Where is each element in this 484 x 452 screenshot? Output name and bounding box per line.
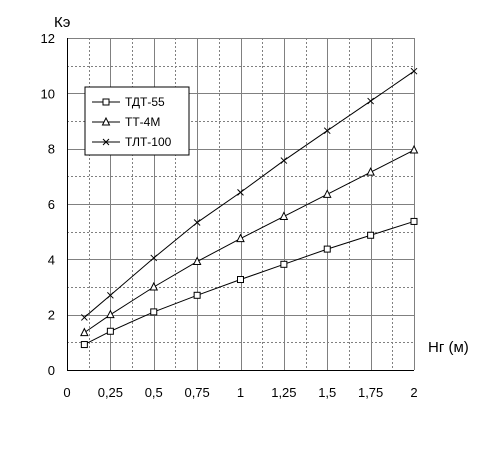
series-3: [80, 67, 418, 321]
data-point-triangle: [101, 116, 111, 126]
data-point-cross: [80, 314, 88, 321]
data-point-square: [150, 308, 158, 316]
legend-box: [84, 86, 190, 156]
data-point-cross: [280, 157, 288, 164]
y-tick-label: 12: [41, 31, 55, 46]
x-axis-title: Нг (м): [428, 339, 469, 356]
data-point-square: [106, 327, 114, 335]
data-point-triangle: [366, 167, 375, 176]
x-tick-label: 2: [410, 385, 417, 400]
data-point-square: [193, 291, 201, 299]
x-tick-labels: 0 0,25 0,5 0,75 1 1,25 1,5 1,75 2: [63, 385, 417, 400]
x-tick-label: 1,5: [318, 385, 336, 400]
data-point-square: [80, 341, 88, 349]
data-point-square: [367, 231, 375, 239]
y-tick-label: 2: [48, 308, 55, 323]
x-tick-label: 1,75: [358, 385, 383, 400]
series-line: [84, 149, 415, 334]
data-point-cross: [150, 254, 158, 262]
x-tick-label: 1,25: [271, 385, 296, 400]
y-tick-label: 0: [48, 363, 55, 378]
y-tick-label: 6: [48, 197, 55, 212]
data-point-triangle: [279, 211, 289, 220]
data-point-cross: [323, 127, 331, 135]
data-point-triangle: [149, 281, 159, 291]
legend-item: ТТ-4М: [92, 115, 160, 129]
data-point-square: [410, 217, 418, 225]
data-point-cross: [367, 97, 374, 105]
data-point-square: [280, 260, 288, 268]
data-point-cross: [102, 138, 110, 146]
x-tick-label: 0,75: [184, 385, 209, 400]
legend: ТДТ-55 ТТ-4М ТЛТ-100: [84, 86, 190, 156]
x-tick-label: 1: [237, 385, 244, 400]
legend-label: ТЛТ-100: [125, 135, 172, 149]
data-point-cross: [237, 189, 244, 196]
data-point-square: [102, 98, 110, 106]
data-point-triangle: [409, 144, 419, 154]
x-tick-label: 0,5: [145, 385, 163, 400]
legend-item: ТДТ-55: [92, 95, 165, 109]
legend-label: ТТ-4М: [125, 115, 160, 129]
series-1: [80, 217, 418, 349]
data-point-triangle: [322, 189, 332, 198]
legend-item: ТЛТ-100: [92, 135, 172, 149]
y-tick-label: 10: [41, 86, 55, 101]
series-line: [84, 220, 415, 345]
y-tick-label: 4: [48, 252, 55, 267]
y-tick-labels: 0 2 4 6 8 10 12: [41, 31, 55, 378]
data-point-triangle: [192, 256, 202, 266]
series-2: [80, 144, 419, 337]
y-tick-label: 8: [48, 142, 55, 157]
data-point-square: [323, 245, 331, 253]
data-point-triangle: [80, 327, 89, 337]
data-point-square: [237, 276, 244, 284]
data-point-triangle: [106, 309, 115, 319]
x-tick-label: 0,25: [98, 385, 123, 400]
data-point-triangle: [236, 233, 245, 243]
data-point-cross: [107, 291, 114, 299]
series-group: [80, 67, 419, 349]
data-point-cross: [193, 219, 201, 226]
axes: [67, 38, 414, 371]
data-point-cross: [410, 67, 418, 75]
x-tick-label: 0: [63, 385, 70, 400]
y-axis-title: Кэ: [54, 14, 71, 31]
legend-label: ТДТ-55: [125, 95, 165, 109]
